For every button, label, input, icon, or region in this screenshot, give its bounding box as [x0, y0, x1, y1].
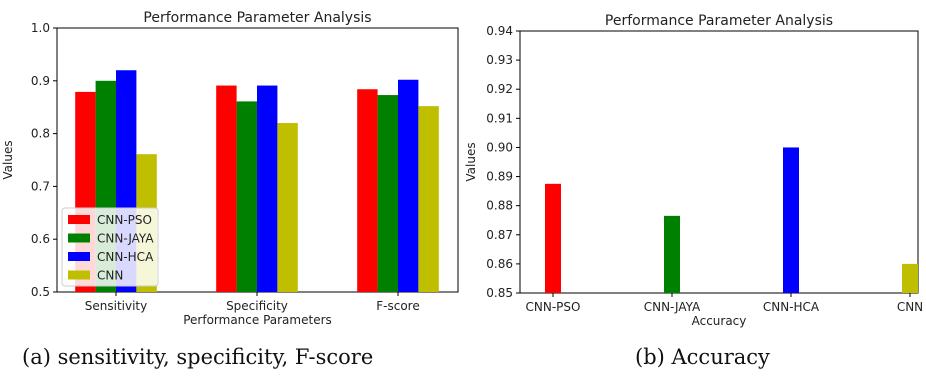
b-bar-cnn — [902, 263, 918, 293]
caption-b: (b) Accuracy — [635, 345, 770, 369]
a-legend-label: CNN-PSO — [97, 213, 152, 227]
a-x-tick-label: F-score — [376, 299, 419, 313]
a-legend-swatch — [68, 252, 90, 261]
b-y-tick-label: 0.94 — [486, 24, 513, 38]
b-y-tick-label: 0.86 — [486, 257, 513, 271]
a-bar-cnn — [277, 123, 298, 292]
a-x-tick-label: Specificity — [226, 299, 288, 313]
a-legend-swatch — [68, 215, 90, 224]
a-x-tick-label: Sensitivity — [85, 299, 147, 313]
a-legend-swatch — [68, 233, 90, 243]
b-y-tick-label: 0.85 — [486, 286, 513, 300]
a-y-tick-label: 0.7 — [31, 179, 50, 193]
a-bar-cnn — [418, 106, 439, 292]
b-bar-cnn-hca — [783, 147, 799, 293]
a-y-tick-label: 0.8 — [31, 127, 50, 141]
b-y-tick-label: 0.88 — [486, 199, 513, 213]
b-y-tick-label: 0.90 — [486, 140, 513, 154]
b-chart-title: Performance Parameter Analysis — [605, 13, 833, 29]
a-y-axis-label: Values — [1, 140, 15, 179]
b-y-tick-label: 0.91 — [486, 111, 513, 125]
a-y-tick-label: 1.0 — [31, 21, 50, 35]
chart-a: Performance Parameter Analysis 0.5 0.6 0.7 0… — [1, 10, 459, 327]
a-legend-label: CNN-JAYA — [97, 232, 154, 246]
b-x-axis-label: Accuracy — [692, 314, 747, 328]
b-bar-cnn-pso — [545, 183, 561, 293]
a-y-tick-label: 0.5 — [31, 285, 50, 299]
a-legend-label: CNN-HCA — [97, 250, 154, 264]
a-legend-box — [61, 207, 159, 287]
a-bar-cnn-hca — [257, 85, 278, 292]
a-chart-title: Performance Parameter Analysis — [143, 10, 371, 26]
caption-a: (a) sensitivity, specificity, F-score — [22, 345, 374, 369]
a-bar-cnn-pso — [357, 89, 378, 292]
a-bar-cnn-jaya — [377, 95, 398, 292]
a-y-tick-label: 0.9 — [31, 74, 50, 88]
b-y-axis-label: Values — [464, 142, 478, 181]
b-x-tick-label: CNN-PSO — [526, 300, 581, 314]
b-x-tick-label: CNN-JAYA — [644, 300, 701, 314]
chart-b: Performance Parameter Analysis 0.85 0.86 0.… — [464, 13, 923, 328]
a-y-tick-label: 0.6 — [31, 232, 50, 246]
b-bar-cnn-jaya — [664, 215, 680, 293]
a-bar-cnn-pso — [216, 85, 237, 292]
b-y-tick-label: 0.89 — [486, 170, 513, 184]
a-bar-cnn-jaya — [236, 101, 257, 292]
b-y-tick-label: 0.92 — [486, 82, 513, 96]
b-plot-frame — [519, 30, 919, 294]
b-x-tick-label: CNN — [897, 300, 923, 314]
b-x-tick-label: CNN-HCA — [763, 300, 820, 314]
a-legend-swatch — [68, 270, 90, 280]
a-bar-cnn-hca — [398, 79, 419, 292]
b-y-tick-label: 0.87 — [486, 228, 513, 242]
b-y-tick-label: 0.93 — [486, 53, 513, 67]
a-legend-label: CNN — [97, 269, 123, 283]
a-x-axis-label: Performance Parameters — [183, 313, 332, 327]
